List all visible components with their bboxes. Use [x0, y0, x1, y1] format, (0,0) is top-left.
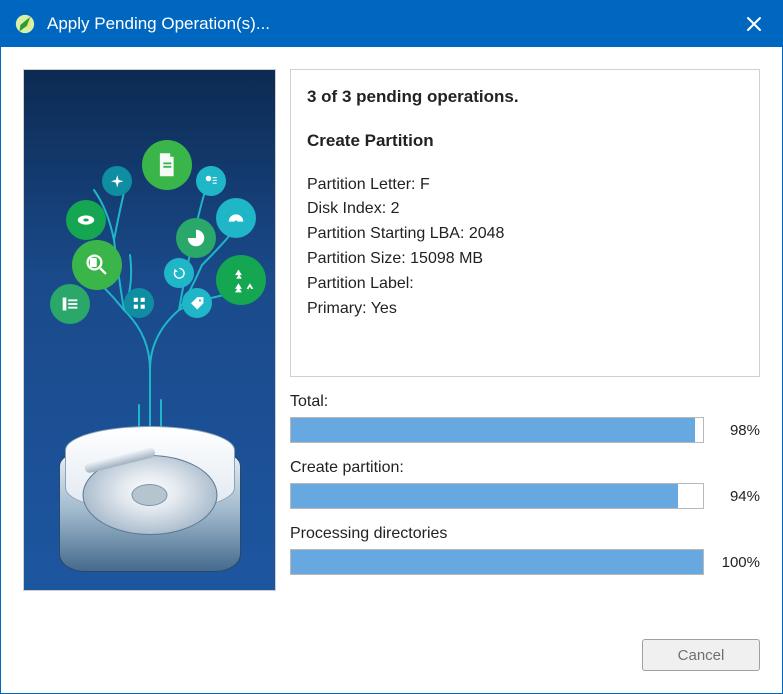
progress-label: Processing directories — [290, 525, 760, 543]
dialog-window: Apply Pending Operation(s)... — [0, 0, 783, 694]
progress-percent: 94% — [716, 488, 760, 505]
progress-row: 94% — [290, 483, 760, 509]
disc-icon — [66, 200, 106, 240]
progress-section: Total: 98% Create partition: 94% Processing … — [290, 393, 760, 591]
operation-info-box: 3 of 3 pending operations. Create Partit… — [290, 69, 760, 377]
progress-label: Total: — [290, 393, 760, 411]
progress-bar-fill — [291, 418, 695, 442]
pie-icon — [176, 218, 216, 258]
titlebar: Apply Pending Operation(s)... — [1, 1, 782, 47]
doc-icon — [142, 140, 192, 190]
operation-details: Partition Letter: FDisk Index: 2Partitio… — [307, 173, 743, 322]
progress-percent: 98% — [716, 422, 760, 439]
search-icon — [72, 240, 122, 290]
progress-bar — [290, 483, 704, 509]
content-area: 3 of 3 pending operations. Create Partit… — [1, 47, 782, 693]
app-icon — [13, 12, 37, 36]
detail-line: Disk Index: 2 — [307, 197, 743, 222]
cancel-button[interactable]: Cancel — [642, 639, 760, 671]
progress-row: 100% — [290, 549, 760, 575]
progress-label: Create partition: — [290, 459, 760, 477]
gauge-icon — [216, 198, 256, 238]
detail-line: Partition Letter: F — [307, 173, 743, 198]
progress-bar — [290, 417, 704, 443]
lines-icon — [50, 284, 90, 324]
progress-percent: 100% — [716, 554, 760, 571]
operation-count: 3 of 3 pending operations. — [307, 84, 743, 110]
progress-row: 98% — [290, 417, 760, 443]
titlebar-title: Apply Pending Operation(s)... — [47, 14, 728, 34]
refresh-icon — [164, 258, 194, 288]
tag-icon — [182, 288, 212, 318]
detail-line: Partition Size: 15098 MB — [307, 247, 743, 272]
list-icon — [196, 166, 226, 196]
illustration-panel — [23, 69, 276, 591]
main-area: 3 of 3 pending operations. Create Partit… — [23, 69, 760, 621]
detail-line: Primary: Yes — [307, 297, 743, 322]
operation-name: Create Partition — [307, 128, 743, 154]
progress-bar-fill — [291, 484, 678, 508]
right-panel: 3 of 3 pending operations. Create Partit… — [290, 69, 760, 621]
progress-bar — [290, 549, 704, 575]
compass-icon — [102, 166, 132, 196]
close-button[interactable] — [738, 8, 770, 40]
button-row: Cancel — [23, 621, 760, 671]
grid-icon — [124, 288, 154, 318]
progress-bar-fill — [291, 550, 703, 574]
detail-line: Partition Starting LBA: 2048 — [307, 222, 743, 247]
recycle-icon — [216, 255, 266, 305]
detail-line: Partition Label: — [307, 272, 743, 297]
hard-disk-graphic — [59, 422, 241, 572]
